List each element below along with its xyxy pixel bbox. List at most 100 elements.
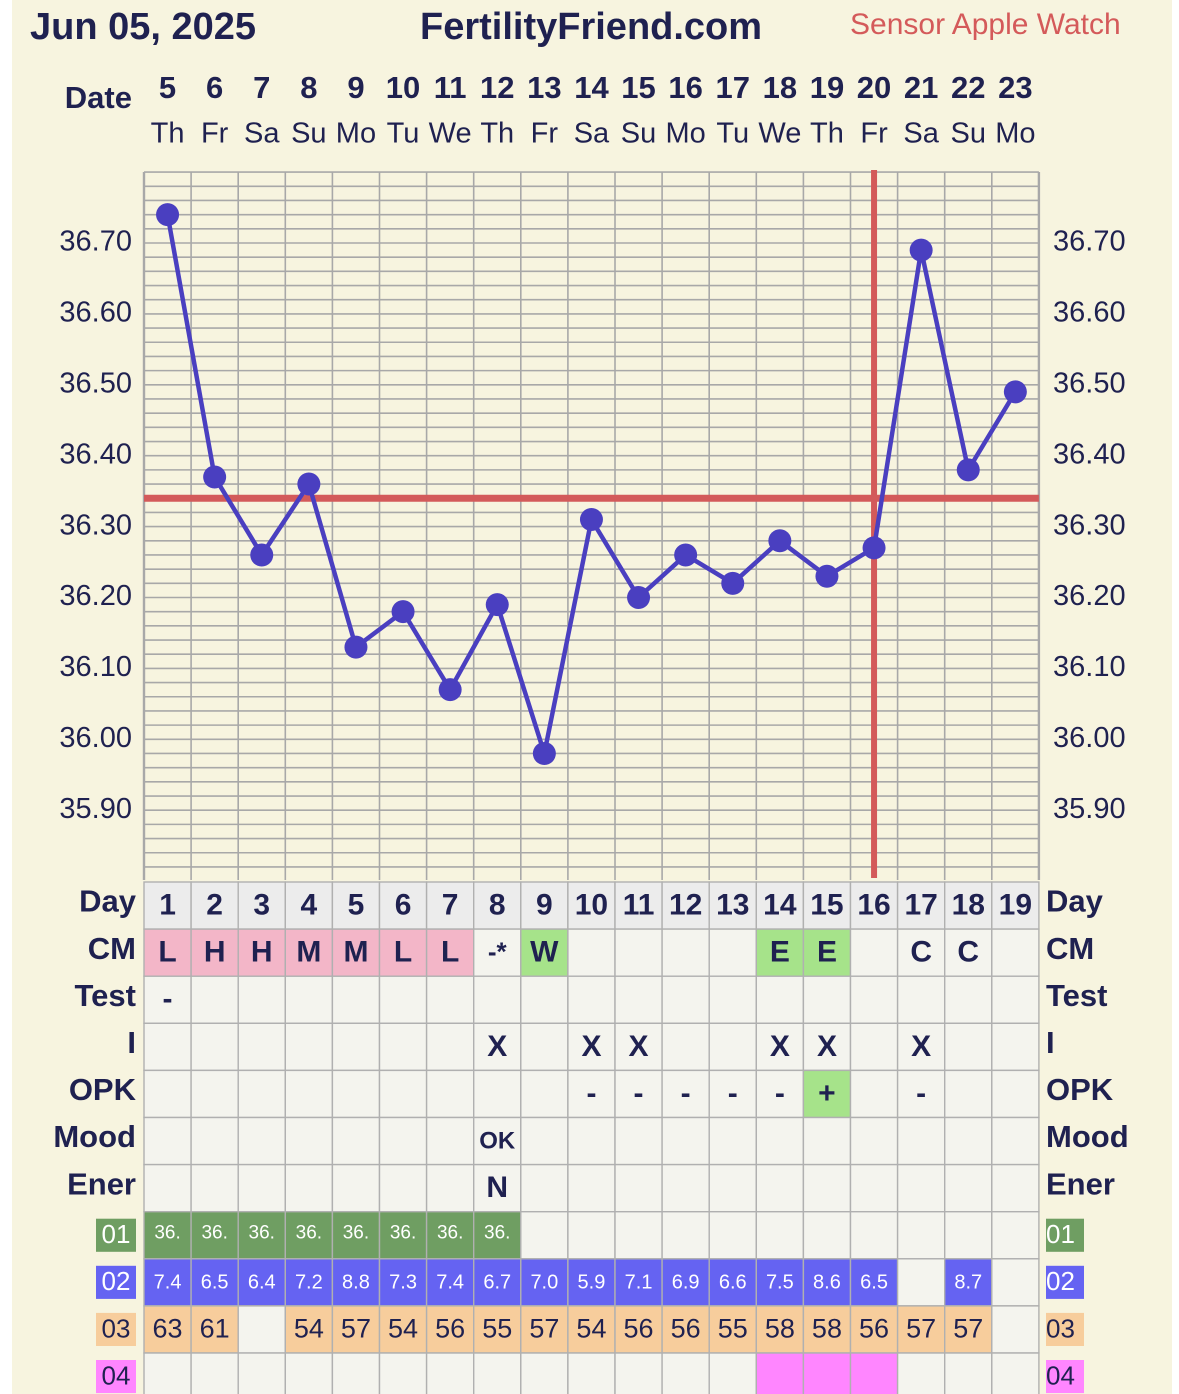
cell-intercourse (425, 1022, 475, 1072)
cell-intercourse (991, 1022, 1040, 1072)
date-number: 17 (716, 70, 750, 105)
cell-value-cm: E (817, 936, 837, 969)
cell-r04 (425, 1352, 475, 1394)
cell-test (567, 975, 616, 1025)
cell-value-r03: 54 (388, 1314, 418, 1344)
cell-value-r01: 36. (249, 1222, 275, 1243)
cell-test (944, 975, 993, 1025)
cell-value-test: - (163, 983, 173, 1016)
cell-cm (520, 928, 569, 977)
cell-r04 (237, 1352, 286, 1394)
weekday-label: Mo (336, 118, 376, 150)
cell-opk (425, 1069, 475, 1119)
cell-r03 (614, 1305, 663, 1354)
cell-r04 (473, 1352, 522, 1394)
row-label-right-r02: 02 (1046, 1266, 1075, 1296)
cell-intercourse (567, 1022, 616, 1072)
cell-r01 (661, 1210, 710, 1260)
cell-value-day: 18 (952, 888, 985, 921)
row-label-box-right (1046, 1265, 1084, 1299)
row-label-box-right (1046, 1218, 1084, 1252)
cell-mood (331, 1116, 381, 1166)
cell-mood (614, 1116, 663, 1166)
cell-mood (143, 1116, 192, 1166)
cell-r04 (708, 1352, 758, 1394)
cell-value-day: 17 (904, 888, 937, 921)
cell-value-r01: 36. (296, 1222, 322, 1243)
cell-value-day: 12 (669, 888, 702, 921)
cell-value-day: 7 (442, 888, 459, 921)
cell-mood (991, 1116, 1040, 1166)
cell-intercourse (755, 1022, 805, 1072)
cell-value-r02: 7.1 (625, 1272, 653, 1294)
weekday-label: Mo (995, 118, 1035, 150)
cell-value-r03: 56 (671, 1314, 701, 1344)
cell-value-day: 16 (857, 888, 890, 921)
cell-value-cm: M (296, 936, 321, 969)
date-number: 23 (998, 70, 1032, 105)
cell-value-cm: L (158, 936, 176, 969)
cell-opk (284, 1069, 334, 1119)
cell-value-cm: C (957, 936, 979, 969)
cell-value-r03: 54 (576, 1314, 606, 1344)
cell-r01 (237, 1210, 286, 1260)
cell-mood (425, 1116, 475, 1166)
weekday-label: Fr (201, 118, 229, 150)
cell-r01 (755, 1210, 805, 1260)
cell-r04 (896, 1352, 946, 1394)
cell-value-day: 15 (810, 888, 843, 921)
cell-intercourse (143, 1022, 192, 1072)
temperature-point (250, 543, 274, 567)
cell-value-intercourse: X (817, 1030, 837, 1063)
cell-r02 (896, 1258, 946, 1307)
cell-value-mood: OK (479, 1127, 516, 1154)
cell-intercourse (331, 1022, 381, 1072)
cell-intercourse (944, 1022, 993, 1072)
chart-date-title: Jun 05, 2025 (30, 6, 257, 48)
cell-opk (190, 1069, 239, 1119)
cell-cm (849, 928, 899, 977)
y-tick-left: 36.00 (59, 722, 132, 754)
cell-value-day: 1 (159, 888, 176, 921)
date-number: 12 (480, 70, 514, 105)
date-number: 21 (904, 70, 938, 105)
cell-r01 (614, 1210, 663, 1260)
y-tick-right: 36.30 (1053, 509, 1126, 541)
temperature-point (579, 508, 603, 532)
date-number: 20 (857, 70, 891, 105)
cell-mood (237, 1116, 286, 1166)
cell-test (143, 975, 192, 1025)
weekday-label: Su (951, 118, 986, 150)
temperature-point (627, 586, 651, 609)
cell-cm (896, 928, 946, 977)
cell-r01 (944, 1210, 993, 1260)
row-label-right-opk: OPK (1046, 1072, 1114, 1107)
cell-value-opk: - (681, 1077, 691, 1110)
cell-value-cm: M (343, 936, 368, 969)
temperature-point (768, 529, 792, 553)
temperature-point (532, 741, 556, 765)
cell-r01 (991, 1210, 1040, 1260)
cell-mood (708, 1116, 758, 1166)
y-tick-right: 36.10 (1053, 651, 1126, 683)
cell-r01 (284, 1210, 334, 1260)
date-number: 15 (621, 70, 655, 105)
cell-intercourse (473, 1022, 522, 1072)
y-tick-right: 35.90 (1053, 793, 1126, 825)
cell-test (331, 975, 381, 1025)
cell-opk (331, 1069, 381, 1119)
weekday-label: Su (621, 118, 656, 150)
cell-opk (896, 1069, 946, 1119)
cell-r01 (896, 1210, 946, 1260)
cell-r02 (567, 1258, 616, 1307)
cell-value-r02: 6.4 (248, 1272, 276, 1294)
cell-value-r03: 63 (153, 1314, 183, 1344)
cell-intercourse (237, 1022, 286, 1072)
cell-r01 (425, 1210, 475, 1260)
cell-value-r03: 55 (718, 1314, 748, 1344)
row-label-r04: 04 (102, 1360, 131, 1390)
weekday-label: Tu (716, 118, 749, 150)
row-label-r01: 01 (102, 1219, 131, 1249)
cell-r04 (944, 1352, 993, 1394)
